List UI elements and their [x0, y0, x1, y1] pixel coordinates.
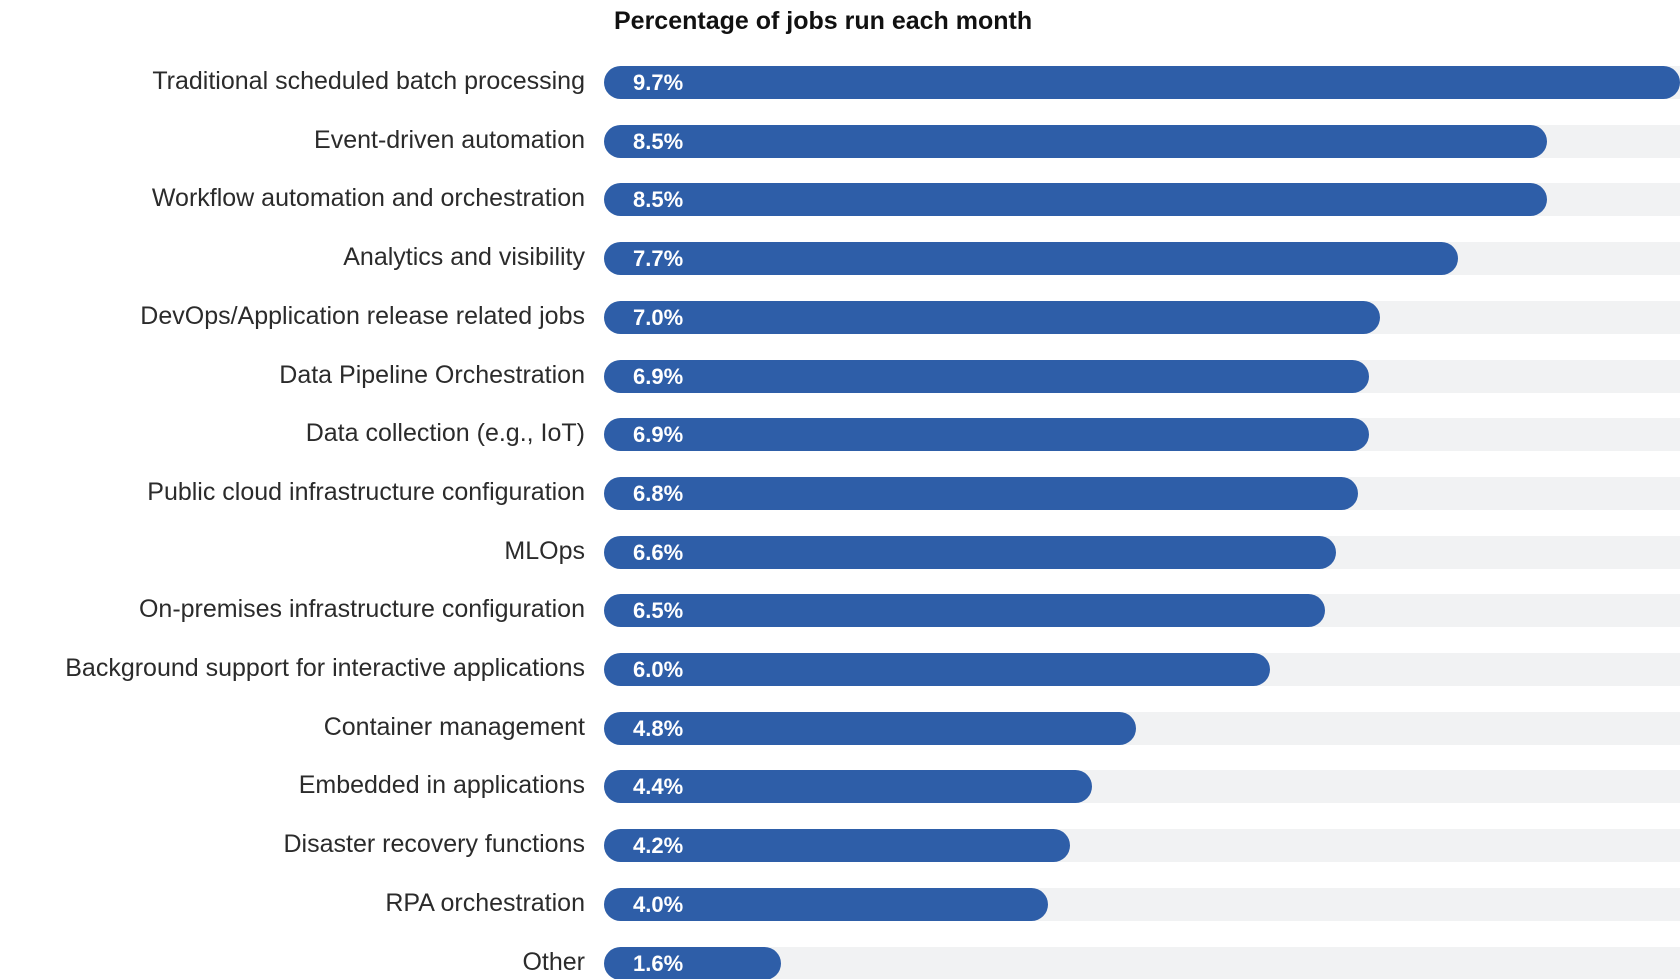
bar-row: DevOps/Application release related jobs 7…: [0, 299, 1680, 334]
bar-value-label: 7.7%: [633, 246, 684, 271]
bar: [604, 712, 1136, 745]
category-label: Data Pipeline Orchestration: [279, 361, 585, 389]
category-label: Other: [522, 948, 585, 976]
category-label: Background support for interactive appli…: [65, 654, 585, 682]
bar: [604, 947, 781, 979]
bar-value-label: 1.6%: [633, 951, 684, 976]
category-label: Embedded in applications: [298, 771, 585, 799]
bar: [604, 360, 1369, 393]
bar: [604, 536, 1336, 569]
bar-row: Analytics and visibility 7.7%: [0, 240, 1680, 275]
bar: [604, 594, 1325, 627]
bar-track: [604, 947, 1680, 979]
bar: [604, 183, 1547, 216]
category-label: Analytics and visibility: [343, 243, 585, 271]
category-label: Container management: [323, 713, 585, 741]
category-label: Workflow automation and orchestration: [151, 184, 585, 212]
bar-value-label: 9.7%: [633, 70, 684, 95]
category-label: Public cloud infrastructure configuratio…: [147, 478, 585, 506]
bar: [604, 66, 1680, 99]
bar-row: Data Pipeline Orchestration 6.9%: [0, 358, 1680, 393]
bar-row: Public cloud infrastructure configuratio…: [0, 475, 1680, 510]
bar: [604, 418, 1369, 451]
category-label: MLOps: [504, 537, 585, 565]
bar: [604, 242, 1458, 275]
bar: [604, 829, 1070, 862]
bar-value-label: 8.5%: [633, 129, 684, 154]
bar-row: Disaster recovery functions 4.2%: [0, 827, 1680, 862]
category-label: Disaster recovery functions: [283, 830, 585, 858]
bar-row: On-premises infrastructure configuration…: [0, 592, 1680, 627]
bar: [604, 301, 1380, 334]
bar-value-label: 8.5%: [633, 187, 684, 212]
bar: [604, 770, 1092, 803]
category-label: RPA orchestration: [385, 889, 585, 917]
category-label: Data collection (e.g., IoT): [305, 419, 585, 447]
category-label: Traditional scheduled batch processing: [152, 67, 585, 95]
chart-title: Percentage of jobs run each month: [614, 7, 1033, 35]
bar-value-label: 4.0%: [633, 892, 684, 917]
bar: [604, 125, 1547, 158]
bar: [604, 888, 1048, 921]
bar-value-label: 6.5%: [633, 598, 684, 623]
bar-row: MLOps 6.6%: [0, 534, 1680, 569]
bar-value-label: 6.8%: [633, 481, 684, 506]
bar-value-label: 6.9%: [633, 364, 684, 389]
category-label: On-premises infrastructure configuration: [138, 595, 585, 623]
bar-value-label: 6.0%: [633, 657, 684, 682]
bar-row: Traditional scheduled batch processing 9.…: [0, 64, 1680, 99]
bar-value-label: 6.9%: [633, 422, 684, 447]
bar: [604, 653, 1270, 686]
category-label: DevOps/Application release related jobs: [140, 302, 585, 330]
bar-row: Event-driven automation 8.5%: [0, 123, 1680, 158]
bar: [604, 477, 1358, 510]
bar-row: Background support for interactive appli…: [0, 651, 1680, 686]
category-label: Event-driven automation: [314, 126, 585, 154]
bar-value-label: 4.8%: [633, 716, 684, 741]
bar-value-label: 4.4%: [633, 774, 684, 799]
bar-value-label: 6.6%: [633, 540, 684, 565]
bar-row: Workflow automation and orchestration 8.5…: [0, 181, 1680, 216]
bar-row: Container management 4.8%: [0, 710, 1680, 745]
bar-row: Embedded in applications 4.4%: [0, 768, 1680, 803]
bar-value-label: 4.2%: [633, 833, 684, 858]
bar-row: RPA orchestration 4.0%: [0, 886, 1680, 921]
bar-row: Data collection (e.g., IoT) 6.9%: [0, 416, 1680, 451]
bar-row: Other 1.6%: [0, 945, 1680, 979]
bar-value-label: 7.0%: [633, 305, 684, 330]
